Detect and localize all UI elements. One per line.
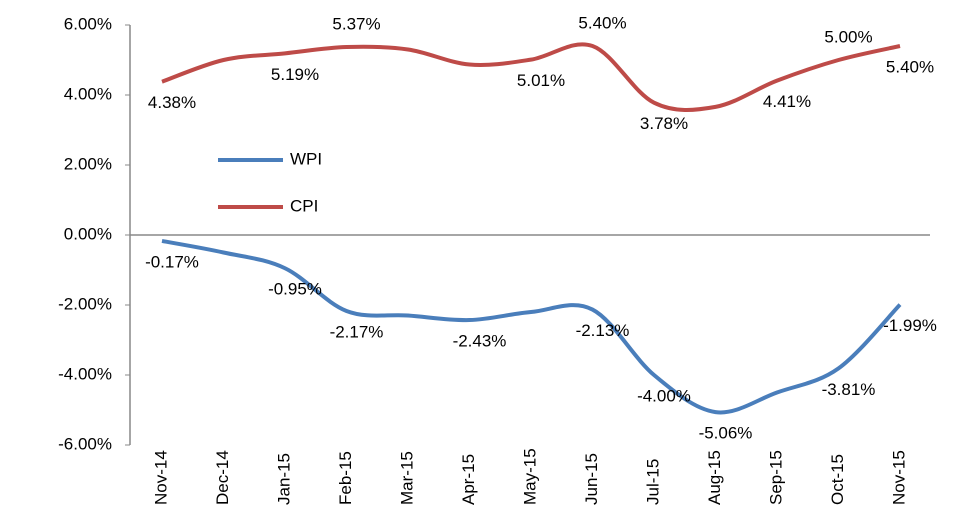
data-label: 4.41% [763,92,811,111]
y-tick-label: 4.00% [64,84,112,103]
data-label: 5.40% [578,13,626,32]
x-tick-label: Jun-15 [582,453,601,505]
data-label: 5.37% [332,15,380,34]
data-label: -5.06% [699,424,753,443]
data-label: 5.19% [271,65,319,84]
y-tick-label: 0.00% [64,224,112,243]
x-tick-label: Sep-15 [766,450,785,505]
x-tick-label: Dec-14 [213,450,232,505]
data-label: -0.17% [145,252,199,271]
x-tick-label: Mar-15 [397,451,416,505]
x-tick-label: Nov-15 [889,450,908,505]
legend-label: WPI [290,149,322,168]
legend-label: CPI [290,196,318,215]
x-tick-label: Oct-15 [828,454,847,505]
x-tick-label: Jan-15 [274,453,293,505]
x-tick-label: Jul-15 [643,459,662,505]
x-tick-label: Feb-15 [336,451,355,505]
y-tick-label: 2.00% [64,154,112,173]
data-label: 5.01% [517,71,565,90]
data-label: -4.00% [637,386,691,405]
x-tick-label: Aug-15 [705,450,724,505]
data-label: 5.40% [886,57,934,76]
series-line [161,238,902,415]
data-label: 4.38% [148,93,196,112]
data-label: -2.17% [330,322,384,341]
y-tick-label: -4.00% [58,364,112,383]
data-label: -1.99% [883,316,937,335]
data-label: -2.43% [453,332,507,351]
y-tick-label: -2.00% [58,294,112,313]
data-label: 5.00% [824,27,872,46]
data-label: -2.13% [576,321,630,340]
x-tick-label: Apr-15 [459,454,478,505]
x-tick-label: Nov-14 [151,450,170,505]
data-label: -3.81% [822,380,876,399]
x-tick-label: May-15 [520,448,539,505]
y-tick-label: -6.00% [58,434,112,453]
data-label: -0.95% [268,280,322,299]
data-label: 3.78% [640,114,688,133]
series-line [161,42,901,113]
y-tick-label: 6.00% [64,14,112,33]
